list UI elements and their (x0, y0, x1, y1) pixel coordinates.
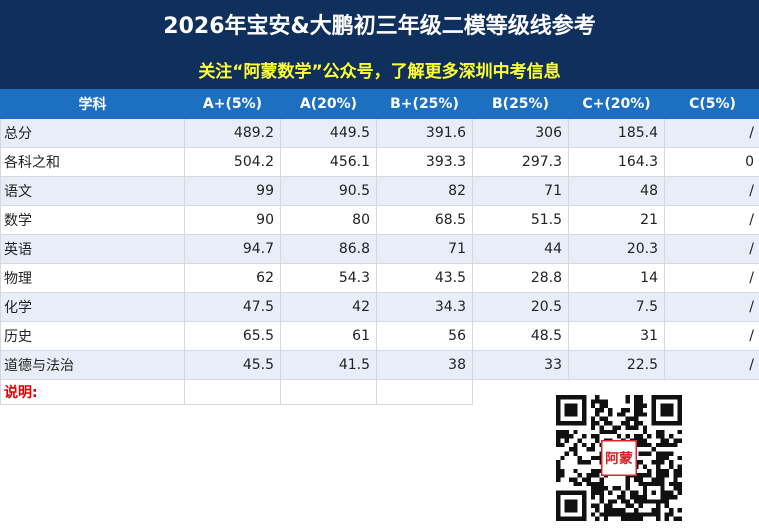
subject-cell: 历史 (0, 321, 185, 351)
score-cell: 0 (664, 147, 759, 177)
score-cell: 47.5 (184, 292, 281, 322)
score-cell: 456.1 (280, 147, 377, 177)
score-cell: / (664, 263, 759, 293)
subject-cell: 化学 (0, 292, 185, 322)
score-cell: 86.8 (280, 234, 377, 264)
subject-cell: 各科之和 (0, 147, 185, 177)
score-cell: / (664, 321, 759, 351)
score-cell: / (664, 118, 759, 148)
score-cell: 68.5 (376, 205, 473, 235)
score-cell: 71 (376, 234, 473, 264)
column-header: A+(5%) (184, 89, 281, 119)
score-cell: 21 (568, 205, 665, 235)
subject-cell: 物理 (0, 263, 185, 293)
column-header: B(25%) (472, 89, 569, 119)
subject-cell: 总分 (0, 118, 185, 148)
score-cell: / (664, 234, 759, 264)
score-cell: / (664, 292, 759, 322)
column-header: C+(20%) (568, 89, 665, 119)
score-cell: 61 (280, 321, 377, 351)
score-cell: 14 (568, 263, 665, 293)
note-cell (376, 379, 473, 405)
score-cell: 62 (184, 263, 281, 293)
column-header: C(5%) (664, 89, 759, 119)
score-cell: 504.2 (184, 147, 281, 177)
table-row: 各科之和 504.2 456.1 393.3 297.3 164.3 0 (0, 147, 759, 177)
table-row: 道德与法治 45.5 41.5 38 33 22.5/ (0, 350, 759, 380)
score-cell: 82 (376, 176, 473, 206)
subject-cell: 道德与法治 (0, 350, 185, 380)
page-subtitle: 关注“阿蒙数学”公众号，了解更多深圳中考信息 (198, 62, 561, 82)
score-cell: 306 (472, 118, 569, 148)
score-cell: 44 (472, 234, 569, 264)
table-row: 历史 65.5 61 56 48.5 31/ (0, 321, 759, 351)
table-row: 英语 94.7 86.8 71 44 20.3/ (0, 234, 759, 264)
score-cell: 71 (472, 176, 569, 206)
score-cell: 41.5 (280, 350, 377, 380)
subject-cell: 英语 (0, 234, 185, 264)
score-cell: 185.4 (568, 118, 665, 148)
score-cell: 391.6 (376, 118, 473, 148)
score-cell: 449.5 (280, 118, 377, 148)
table-header-row: 学科 A+(5%) A(20%) B+(25%) B(25%) C+(20%) … (0, 89, 759, 119)
score-cell: 22.5 (568, 350, 665, 380)
page-title: 2026年宝安&大鹏初三年级二模等级线参考 (163, 14, 596, 39)
score-cell: 90.5 (280, 176, 377, 206)
score-cell: 80 (280, 205, 377, 235)
column-header: 学科 (0, 89, 185, 119)
score-cell: 42 (280, 292, 377, 322)
score-cell: 94.7 (184, 234, 281, 264)
score-cell: 20.5 (472, 292, 569, 322)
note-row: 说明: (0, 379, 759, 405)
grade-table: 学科 A+(5%) A(20%) B+(25%) B(25%) C+(20%) … (0, 89, 759, 405)
score-cell: / (664, 350, 759, 380)
table-row: 物理 62 54.3 43.5 28.8 14/ (0, 263, 759, 293)
score-cell: 7.5 (568, 292, 665, 322)
table-row: 数学 90 80 68.5 51.5 21/ (0, 205, 759, 235)
header-banner: 2026年宝安&大鹏初三年级二模等级线参考 关注“阿蒙数学”公众号，了解更多深圳… (0, 0, 759, 89)
score-cell: 20.3 (568, 234, 665, 264)
score-cell: 489.2 (184, 118, 281, 148)
score-cell: 164.3 (568, 147, 665, 177)
score-cell: 45.5 (184, 350, 281, 380)
score-cell: 28.8 (472, 263, 569, 293)
score-cell: 99 (184, 176, 281, 206)
score-cell: 297.3 (472, 147, 569, 177)
subject-cell: 语文 (0, 176, 185, 206)
score-cell: 54.3 (280, 263, 377, 293)
score-cell: 31 (568, 321, 665, 351)
subject-cell: 数学 (0, 205, 185, 235)
score-cell: / (664, 176, 759, 206)
qr-center-logo: 阿蒙 (605, 450, 633, 467)
qr-code-icon: 阿蒙 (556, 395, 682, 521)
score-cell: 48.5 (472, 321, 569, 351)
column-header: B+(25%) (376, 89, 473, 119)
note-cell (280, 379, 377, 405)
score-cell: 65.5 (184, 321, 281, 351)
table-row: 化学 47.5 42 34.3 20.5 7.5/ (0, 292, 759, 322)
score-cell: 34.3 (376, 292, 473, 322)
score-cell: 48 (568, 176, 665, 206)
note-cell (184, 379, 281, 405)
table-row: 总分 489.2 449.5 391.6 306 185.4/ (0, 118, 759, 148)
column-header: A(20%) (280, 89, 377, 119)
score-cell: 393.3 (376, 147, 473, 177)
score-cell: 56 (376, 321, 473, 351)
score-cell: 38 (376, 350, 473, 380)
score-cell: 43.5 (376, 263, 473, 293)
note-label: 说明: (0, 379, 185, 405)
table-row: 语文 99 90.5 82 71 48/ (0, 176, 759, 206)
score-cell: 33 (472, 350, 569, 380)
score-cell: 90 (184, 205, 281, 235)
score-cell: / (664, 205, 759, 235)
score-cell: 51.5 (472, 205, 569, 235)
